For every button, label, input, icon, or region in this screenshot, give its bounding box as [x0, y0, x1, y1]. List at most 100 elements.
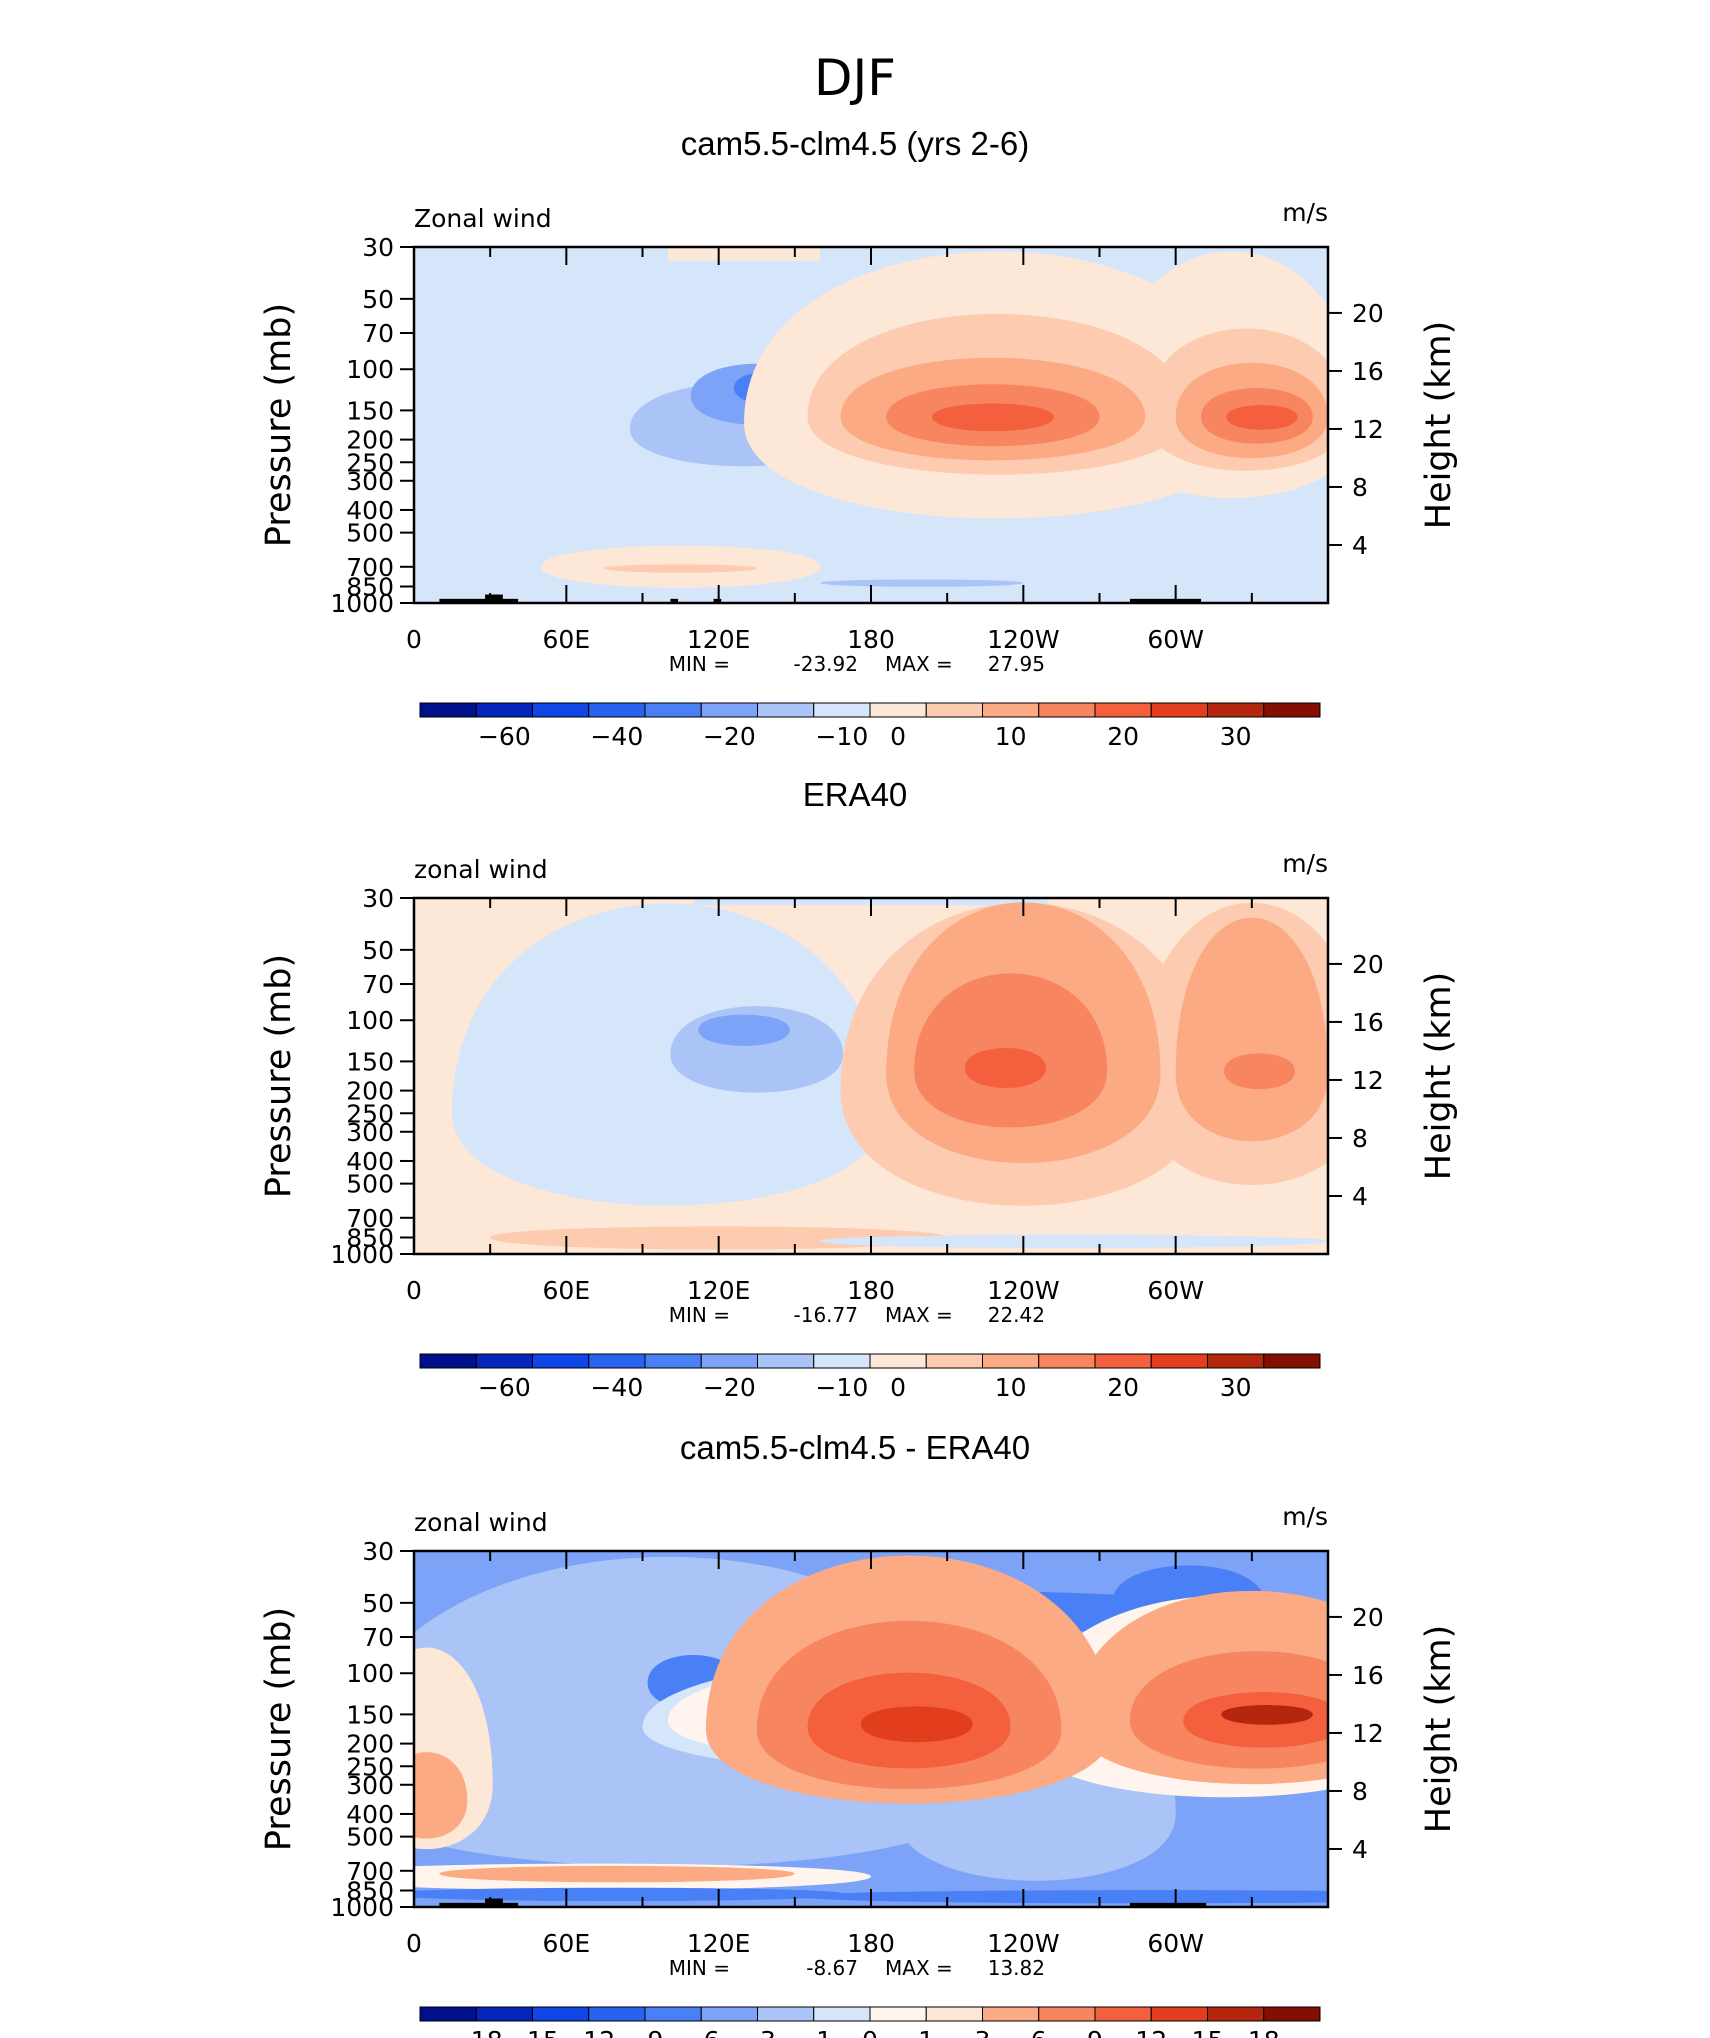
- min-value: -23.92: [794, 652, 858, 676]
- y-tick-label: 50: [362, 285, 394, 314]
- y2-tick-label: 8: [1352, 473, 1368, 502]
- colorbar-label: 0: [890, 1373, 906, 1402]
- min-value: -16.77: [794, 1303, 858, 1327]
- y2-tick-label: 20: [1352, 1603, 1384, 1632]
- colorbar-swatch: [813, 2006, 871, 2022]
- y2-tick-label: 4: [1352, 1835, 1368, 1864]
- colorbar-swatch: [644, 702, 702, 718]
- colorbar-label: 30: [1220, 1373, 1252, 1402]
- y2-axis-label: Height (km): [1419, 321, 1459, 530]
- y-tick-label: 700: [346, 553, 394, 582]
- units-label: m/s: [1282, 1502, 1328, 1531]
- colorbar-swatch: [813, 702, 871, 718]
- y-tick-label: 50: [362, 936, 394, 965]
- y-tick-label: 30: [362, 1537, 394, 1566]
- y-tick-label: 150: [346, 1700, 394, 1729]
- y-tick-label: 500: [346, 1170, 394, 1199]
- x-tick-label: 180: [847, 1929, 895, 1958]
- y-tick-label: 50: [362, 1589, 394, 1618]
- colorbar-swatch: [644, 1353, 702, 1369]
- y2-tick-label: 8: [1352, 1124, 1368, 1153]
- y-tick-label: 200: [346, 1730, 394, 1759]
- colorbar-label: 30: [1220, 722, 1252, 751]
- x-tick-label: 120W: [987, 625, 1059, 654]
- y-tick-label: 850: [346, 1224, 394, 1253]
- y-axis-label: Pressure (mb): [259, 1607, 299, 1851]
- y-tick-label: 200: [346, 426, 394, 455]
- colorbar-swatch: [532, 2006, 590, 2022]
- colorbar-swatch: [869, 702, 927, 718]
- colorbar-label: −60: [478, 722, 531, 751]
- colorbar-label: 9: [1087, 2026, 1103, 2038]
- colorbar-label: 6: [1031, 2026, 1047, 2038]
- y-tick-label: 300: [346, 1771, 394, 1800]
- colorbar-swatch: [475, 2006, 533, 2022]
- colorbar-swatch: [1094, 1353, 1152, 1369]
- contour-region: [439, 1865, 795, 1883]
- contour-region: [860, 1706, 973, 1743]
- panel-2: ERA40 zonal wind m/s 0 60E 120E 180 120W 60W 30 50…: [259, 776, 1459, 1402]
- colorbar-swatch: [1094, 702, 1152, 718]
- terrain-block: [1129, 1902, 1207, 1907]
- colorbar-swatch: [982, 2006, 1040, 2022]
- y2-tick-label: 8: [1352, 1777, 1368, 1806]
- y2-tick-label: 4: [1352, 531, 1368, 560]
- panel-title: cam5.5-clm4.5 (yrs 2-6): [681, 125, 1029, 162]
- contour-region: [1223, 1053, 1295, 1090]
- colorbar-swatch: [1094, 2006, 1152, 2022]
- colorbar-swatch: [1038, 1353, 1096, 1369]
- colorbar-label: 3: [975, 2026, 991, 2038]
- colorbar-swatch: [475, 1353, 533, 1369]
- colorbar-swatch: [1207, 2006, 1265, 2022]
- colorbar-label: −40: [590, 722, 643, 751]
- colorbar-swatch: [869, 1353, 927, 1369]
- contour-region: [1175, 917, 1328, 1142]
- colorbar-label: 10: [995, 1373, 1027, 1402]
- y-tick-label: 200: [346, 1077, 394, 1106]
- variable-label: zonal wind: [414, 1508, 548, 1537]
- y-tick-label: 70: [362, 319, 394, 348]
- colorbar-swatch: [1207, 1353, 1265, 1369]
- x-tick-label: 120W: [987, 1929, 1059, 1958]
- colorbar-swatch: [813, 1353, 871, 1369]
- y-tick-label: 250: [346, 448, 394, 477]
- colorbar-label: −15: [506, 2026, 559, 2038]
- max-label: MAX =: [885, 1303, 953, 1327]
- colorbar-swatch: [1263, 2006, 1321, 2022]
- x-tick-label: 0: [406, 625, 422, 654]
- y-tick-label: 400: [346, 1800, 394, 1829]
- colorbar-swatch: [700, 1353, 758, 1369]
- contour-fills: [414, 1551, 1328, 1907]
- contour-fills: [414, 247, 1328, 603]
- colorbar-label: 20: [1107, 722, 1139, 751]
- y-tick-label: 300: [346, 467, 394, 496]
- x-tick-label: 120E: [687, 625, 751, 654]
- x-tick-label: 120W: [987, 1276, 1059, 1305]
- y2-tick-label: 12: [1352, 1066, 1384, 1095]
- colorbar-swatch: [1038, 702, 1096, 718]
- y2-tick-label: 4: [1352, 1182, 1368, 1211]
- y-tick-label: 250: [346, 1099, 394, 1128]
- colorbar-swatch: [419, 2006, 477, 2022]
- x-tick-label: 0: [406, 1929, 422, 1958]
- colorbar-swatch: [925, 1353, 983, 1369]
- colorbar-label: −20: [703, 1373, 756, 1402]
- x-tick-label: 60E: [543, 625, 591, 654]
- y2-tick-label: 20: [1352, 299, 1384, 328]
- y-tick-label: 70: [362, 970, 394, 999]
- colorbar-swatch: [1150, 702, 1208, 718]
- max-label: MAX =: [885, 1956, 953, 1980]
- y-tick-label: 30: [362, 884, 394, 913]
- colorbar-swatch: [982, 1353, 1040, 1369]
- colorbar-swatch: [419, 702, 477, 718]
- colorbar-label: −1: [795, 2026, 832, 2038]
- min-value: -8.67: [806, 1956, 858, 1980]
- contour-region: [667, 247, 821, 261]
- y-tick-label: 1000: [330, 589, 394, 618]
- contour-region: [964, 1047, 1047, 1088]
- y2-axis-label: Height (km): [1419, 972, 1459, 1181]
- colorbar: −18−15−12 −9 −6 −3 −1 0 1 3 6 9 12 15 18: [419, 2006, 1321, 2038]
- colorbar-label: −3: [739, 2026, 776, 2038]
